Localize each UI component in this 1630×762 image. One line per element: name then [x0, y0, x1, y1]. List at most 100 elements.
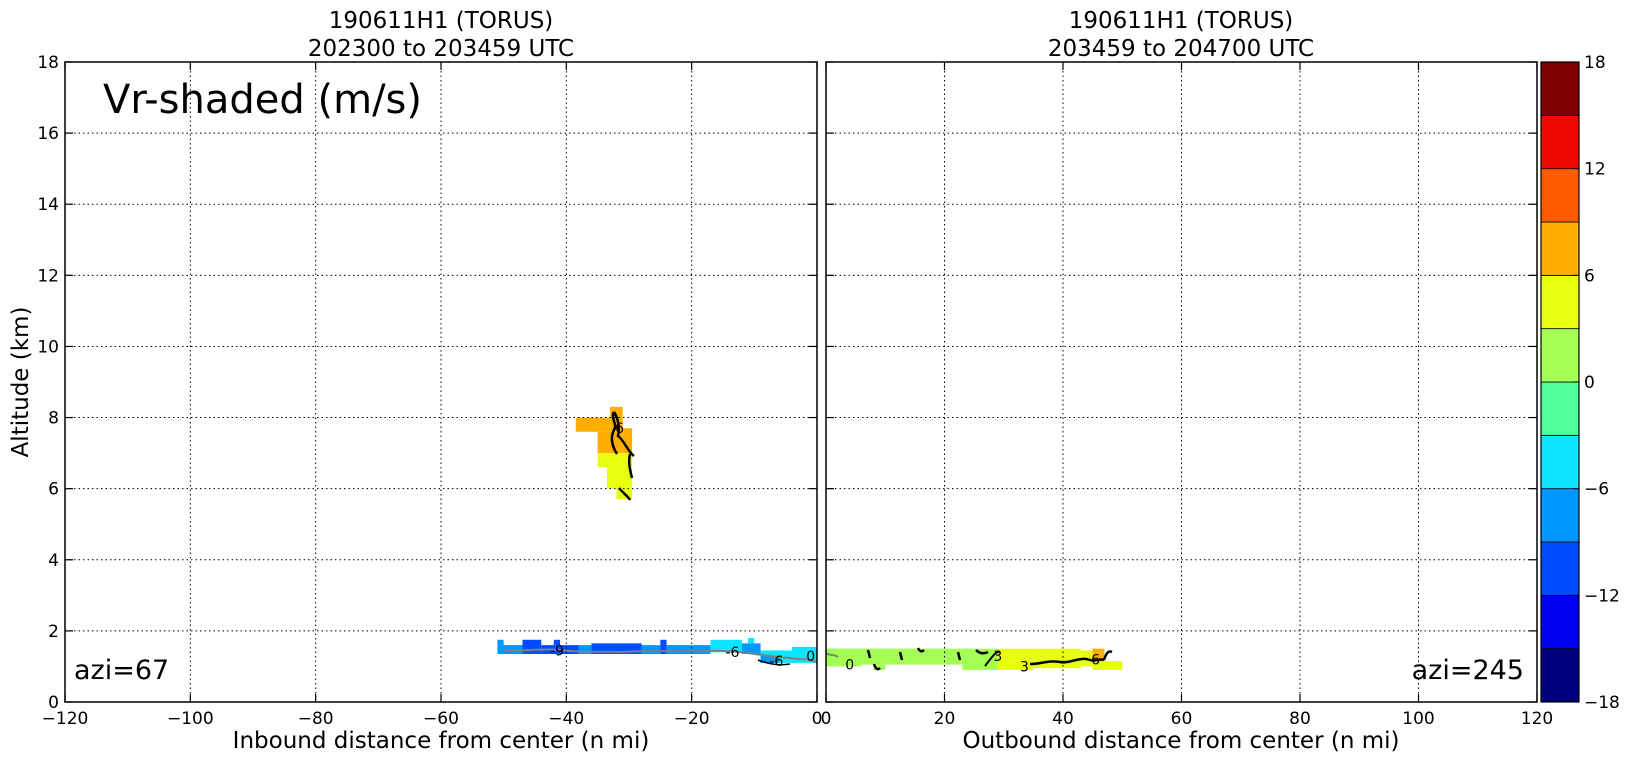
left-x-tick-label: −100 — [167, 709, 214, 729]
left-y-tick-label: 2 — [48, 622, 59, 642]
left-data-cell — [607, 453, 633, 489]
colorbar-swatch — [1540, 541, 1580, 596]
left-x-tick-label: −60 — [423, 709, 459, 729]
colorbar-ticks: −18 −12 −6 0 6 12 18 — [1573, 53, 1620, 713]
left-x-ticks: −120 −100 −80 −60 −40 −20 0 — [42, 62, 823, 729]
right-contour-label: 0 — [845, 658, 854, 674]
left-data-cells — [497, 406, 817, 663]
left-data-cell — [575, 417, 611, 432]
right-x-tick-label: 40 — [1052, 709, 1074, 729]
left-data-cell — [748, 638, 755, 644]
left-contour-label: -9 — [550, 643, 564, 659]
colorbar-tick-label: 0 — [1584, 373, 1595, 393]
colorbar-swatch — [1540, 274, 1580, 330]
right-contour-label: 3 — [1020, 659, 1029, 675]
left-data-cell — [597, 431, 623, 454]
left-azimuth-label: azi=67 — [74, 655, 169, 686]
left-x-tick-label: −20 — [674, 709, 710, 729]
left-y-tick-label: 14 — [37, 195, 59, 215]
y-axis-label: Altitude (km) — [8, 307, 34, 458]
right-grid — [826, 62, 1537, 702]
right-x-tick-label: 0 — [821, 709, 832, 729]
left-y-ticks: 0 2 4 6 8 10 12 14 16 18 — [37, 53, 817, 713]
left-data-cell — [622, 428, 633, 461]
left-data-cell — [497, 639, 504, 646]
colorbar-swatch — [1540, 61, 1580, 116]
left-data-cell — [660, 639, 667, 654]
right-x-tick-label: 100 — [1402, 709, 1434, 729]
colorbar-tick-label: 18 — [1584, 53, 1606, 73]
left-y-tick-label: 8 — [48, 409, 59, 429]
left-grid — [65, 62, 817, 702]
colorbar-swatch — [1540, 221, 1580, 276]
left-contour-label: -6 — [769, 654, 783, 670]
left-y-tick-label: 16 — [37, 124, 59, 144]
colorbar-swatch — [1540, 648, 1580, 703]
left-x-tick-label: −120 — [42, 709, 89, 729]
colorbar-swatch — [1540, 434, 1580, 490]
right-panel: 0 3 3 6 0 20 40 60 80 100 120 190611H1 (TORUS) 20… — [821, 8, 1554, 754]
left-contour-label: -6 — [725, 645, 739, 661]
colorbar-swatch — [1540, 168, 1580, 223]
colorbar: −18 −12 −6 0 6 12 18 — [1540, 53, 1620, 713]
left-y-tick-label: 4 — [48, 551, 59, 571]
left-contour-labels: 6 -9 -6 -6 0 — [550, 421, 815, 670]
left-contour-lines — [504, 411, 817, 666]
right-x-ticks: 0 20 40 60 80 100 120 — [821, 62, 1553, 729]
left-data-cell — [666, 645, 711, 654]
colorbar-swatch — [1540, 594, 1580, 650]
left-title-line2: 202300 to 203459 UTC — [308, 36, 574, 62]
left-y-tick-label: 10 — [37, 337, 59, 357]
right-data-cell — [826, 648, 862, 667]
right-contour-label: 6 — [1091, 652, 1100, 668]
left-y-tick-label: 0 — [48, 693, 59, 713]
left-data-cell — [553, 639, 561, 646]
colorbar-tick-label: −18 — [1584, 693, 1620, 713]
left-x-tick-label: −80 — [298, 709, 334, 729]
right-data-cell — [1092, 648, 1105, 662]
right-x-tick-label: 80 — [1289, 709, 1311, 729]
left-y-tick-label: 18 — [37, 53, 59, 73]
right-title-line2: 203459 to 204700 UTC — [1048, 36, 1314, 62]
colorbar-swatch — [1540, 488, 1580, 543]
left-x-tick-label: −40 — [548, 709, 584, 729]
colorbar-tick-label: −12 — [1584, 586, 1620, 606]
right-x-tick-label: 120 — [1521, 709, 1553, 729]
colorbar-swatch — [1540, 114, 1580, 170]
left-x-axis-label: Inbound distance from center (n mi) — [233, 728, 650, 754]
left-data-cell — [522, 639, 542, 654]
vr-shaded-annotation: Vr-shaded (m/s) — [103, 77, 422, 123]
left-contour-label: 0 — [806, 649, 815, 665]
right-data-cell — [997, 648, 1034, 670]
left-data-cell — [641, 645, 661, 654]
colorbar-tick-label: 6 — [1584, 266, 1595, 286]
right-title-line1: 190611H1 (TORUS) — [1069, 8, 1294, 34]
right-y-ticks — [826, 61, 1537, 703]
right-x-tick-label: 20 — [934, 709, 956, 729]
right-contour-labels: 0 3 3 6 — [845, 649, 1100, 676]
colorbar-tick-label: −6 — [1584, 480, 1609, 500]
right-data-cell — [1092, 661, 1123, 670]
right-data-cell — [861, 648, 975, 665]
right-x-axis-label: Outbound distance from center (n mi) — [963, 728, 1400, 754]
left-x-tick-label: 0 — [812, 709, 823, 729]
left-data-cell — [760, 655, 780, 663]
left-data-cell — [578, 645, 592, 654]
right-data-cell — [962, 664, 975, 670]
colorbar-swatch — [1540, 381, 1580, 436]
left-contour-label: 6 — [615, 421, 624, 437]
right-data-cell — [1033, 648, 1081, 669]
left-data-cell — [597, 453, 608, 468]
left-y-tick-label: 12 — [37, 266, 59, 286]
right-azimuth-label: azi=245 — [1412, 655, 1524, 686]
right-contour-label: 3 — [993, 649, 1002, 665]
left-data-cell — [741, 643, 761, 654]
left-data-cell — [591, 643, 642, 654]
left-panel: 6 -9 -6 -6 0 −120 −100 −80 −60 −40 −20 0 0 2 4 6 8 10 12… — [8, 8, 822, 754]
left-y-tick-label: 6 — [48, 480, 59, 500]
left-data-cell — [710, 639, 742, 653]
right-contour-lines — [826, 647, 1113, 671]
right-x-tick-label: 60 — [1171, 709, 1193, 729]
colorbar-tick-label: 12 — [1584, 160, 1606, 180]
